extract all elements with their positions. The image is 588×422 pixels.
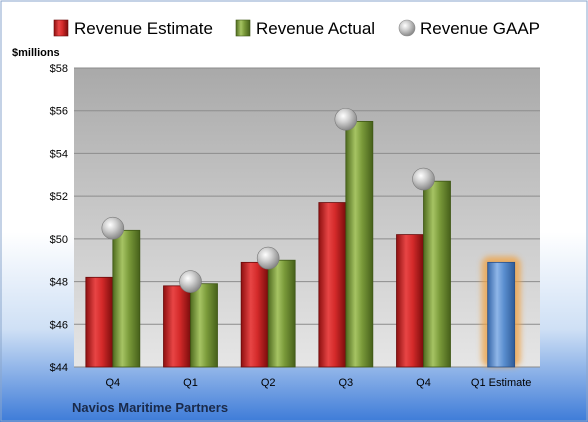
- revenue-gaap-point: [101, 216, 125, 240]
- revenue-actual-bar: [112, 229, 141, 368]
- y-tick-label: $46: [50, 319, 68, 331]
- x-tick-label: Q1: [183, 377, 198, 389]
- x-tick-label: Q4: [416, 377, 431, 389]
- y-tick-label: $44: [50, 362, 68, 374]
- y-tick-label: $50: [50, 234, 68, 246]
- legend-swatch-estimate: [53, 19, 69, 37]
- revenue-estimate-bar: [396, 234, 424, 368]
- y-axis-ticks: $44 $46 $48 $50 $52 $54 $56 $58: [50, 63, 68, 374]
- q1-estimate-bar: [487, 261, 516, 368]
- legend-label: Revenue Actual: [256, 19, 375, 38]
- legend-label: Revenue GAAP: [420, 19, 540, 38]
- revenue-estimate-bar: [85, 276, 114, 368]
- y-tick-label: $48: [50, 277, 68, 289]
- revenue-actual-bar: [190, 283, 218, 368]
- revenue-gaap-point: [256, 246, 280, 270]
- y-tick-label: $52: [50, 191, 68, 203]
- x-tick-label: Q4: [105, 377, 120, 389]
- legend: Revenue Estimate Revenue Actual Revenue GA…: [53, 19, 540, 38]
- revenue-gaap-point: [334, 107, 358, 131]
- revenue-estimate-bar: [240, 261, 269, 368]
- company-name: Navios Maritime Partners: [72, 400, 228, 415]
- legend-swatch-actual: [235, 19, 251, 37]
- revenue-estimate-bar: [318, 202, 347, 368]
- revenue-estimate-bar: [163, 285, 191, 368]
- revenue-actual-bar: [345, 120, 374, 368]
- x-axis-ticks: Q4 Q1 Q2 Q3 Q4 Q1 Estimate: [105, 377, 531, 389]
- revenue-actual-bar: [423, 180, 451, 368]
- gridlines: [74, 67, 540, 368]
- revenue-gaap-point: [412, 167, 435, 191]
- x-tick-label: Q2: [261, 377, 276, 389]
- gaap-points: [101, 107, 435, 293]
- bars: [85, 120, 521, 368]
- legend-swatch-gaap: [398, 19, 416, 37]
- x-tick-label: Q1 Estimate: [471, 377, 532, 389]
- y-tick-label: $54: [50, 148, 68, 160]
- revenue-gaap-point: [179, 270, 202, 293]
- x-tick-label: Q3: [338, 377, 353, 389]
- revenue-actual-bar: [267, 259, 296, 368]
- y-tick-label: $58: [50, 63, 68, 75]
- plot-area: [74, 68, 540, 367]
- y-axis-label: $millions: [12, 47, 60, 59]
- legend-label: Revenue Estimate: [74, 19, 213, 38]
- y-tick-label: $56: [50, 106, 68, 118]
